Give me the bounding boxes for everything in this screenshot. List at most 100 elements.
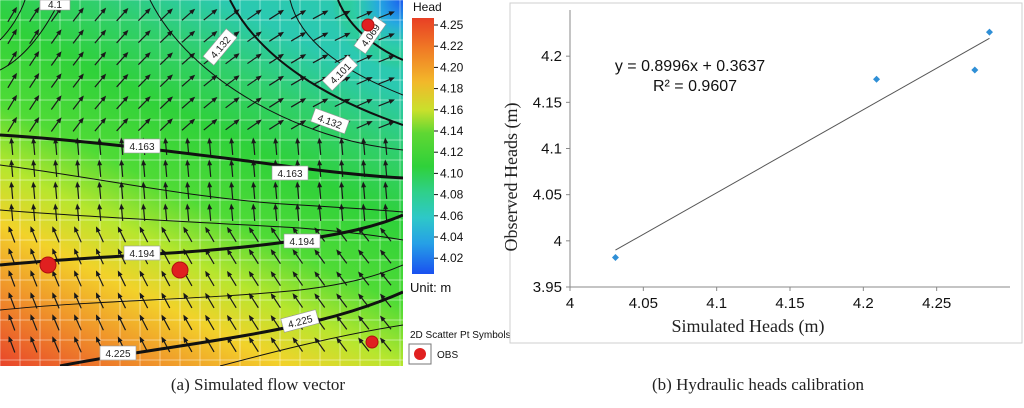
flow-arrow-icon <box>159 52 173 65</box>
legend-tick-label: 4.22 <box>440 39 464 53</box>
flow-arrow-icon <box>52 336 60 353</box>
legend-tick-label: 4.20 <box>440 60 464 74</box>
flow-arrow-icon <box>72 117 84 132</box>
flow-arrow-icon <box>247 75 262 87</box>
flow-arrow-icon <box>95 270 104 287</box>
flow-arrow-icon <box>248 336 259 353</box>
legend-tick-label: 4.06 <box>440 209 464 223</box>
flow-arrow-icon <box>229 181 235 200</box>
data-point <box>985 28 993 36</box>
flow-arrow-icon <box>159 118 173 131</box>
flow-arrow-icon <box>31 181 37 200</box>
flow-arrow-icon <box>203 30 218 43</box>
flow-arrow-icon <box>312 32 329 42</box>
chart-frame <box>509 2 1023 344</box>
flow-arrow-icon <box>292 271 304 286</box>
flow-arrow-icon <box>361 181 367 200</box>
flow-arrow-icon <box>94 95 107 110</box>
x-tick-label: 4.1 <box>706 295 727 312</box>
flow-arrow-icon <box>183 226 193 243</box>
flow-arrow-icon <box>203 8 218 21</box>
flow-arrow-icon <box>29 7 40 23</box>
flow-arrow-icon <box>161 270 171 287</box>
obs-point-2 <box>171 261 189 279</box>
flow-arrow-icon <box>161 226 171 243</box>
obs-point-1 <box>39 256 57 274</box>
flow-arrow-icon <box>8 314 16 331</box>
flow-arrow-icon <box>50 95 62 110</box>
trendline <box>615 37 990 251</box>
flow-arrow-icon <box>117 270 127 287</box>
flow-arrow-icon <box>229 203 235 222</box>
svg-text:4.225: 4.225 <box>105 349 130 360</box>
flow-arrow-icon <box>290 98 307 108</box>
y-tick-label: 4.2 <box>541 48 562 65</box>
flow-arrow-icon <box>75 203 81 222</box>
flow-arrow-icon <box>312 98 329 108</box>
obs-point-3 <box>361 18 375 32</box>
flow-arrow-icon <box>163 159 169 178</box>
legend-title: Head <box>413 0 442 14</box>
flow-arrow-icon <box>378 55 395 63</box>
flow-arrow-icon <box>116 95 129 110</box>
flow-arrow-icon <box>273 203 279 222</box>
flow-arrow-icon <box>161 336 171 353</box>
flow-arrow-icon <box>72 7 84 22</box>
flow-arrow-icon <box>273 181 279 200</box>
flow-arrow-icon <box>379 227 392 242</box>
flow-arrow-icon <box>203 74 218 87</box>
y-tick-label: 4.05 <box>533 187 562 204</box>
flow-arrow-icon <box>50 73 62 88</box>
flow-arrow-icon <box>97 159 103 178</box>
svg-text:4.1: 4.1 <box>48 0 62 11</box>
flow-arrow-icon <box>159 74 173 87</box>
flow-arrow-icon <box>7 50 17 67</box>
flow-arrow-icon <box>29 95 40 111</box>
flow-arrow-icon <box>94 7 107 22</box>
flow-arrow-icon <box>229 159 235 178</box>
flow-arrow-icon <box>383 181 389 200</box>
svg-text:4.194: 4.194 <box>129 249 154 260</box>
legend-ticks: 4.25 4.22 4.20 4.18 4.16 4.14 4.12 4.10 4.08 4.06… <box>434 18 464 265</box>
flow-arrow-icon <box>163 181 169 200</box>
flow-arrow-icon <box>53 159 59 178</box>
flow-arrow-icon <box>74 226 82 243</box>
flow-arrow-icon <box>185 203 191 222</box>
y-tick-label: 4.15 <box>533 94 562 111</box>
flow-arrow-icon <box>312 10 329 20</box>
legend-tick-label: 4.10 <box>440 166 464 180</box>
flow-arrow-icon <box>9 181 15 200</box>
flow-arrow-icon <box>270 293 281 308</box>
flow-arrow-icon <box>52 292 60 309</box>
flow-arrow-icon <box>30 292 38 309</box>
flow-arrow-icon <box>30 314 38 331</box>
flow-arrow-icon <box>270 249 281 264</box>
flow-arrow-icon <box>7 116 17 133</box>
flow-arrow-icon <box>74 292 82 309</box>
flow-arrow-icon <box>8 248 16 265</box>
flow-arrow-icon <box>290 54 307 64</box>
flow-arrow-icon <box>9 159 15 178</box>
legend-tick-label: 4.12 <box>440 145 464 159</box>
flow-arrow-icon <box>137 52 151 66</box>
flow-arrow-icon <box>159 96 173 109</box>
flow-arrow-icon <box>205 270 215 287</box>
flow-arrow-icon <box>31 137 37 156</box>
flow-arrow-icon <box>292 249 304 264</box>
flow-arrow-icon <box>161 314 171 331</box>
flow-arrow-icon <box>248 248 259 265</box>
flow-arrow-icon <box>270 271 281 286</box>
flow-arrow-icon <box>379 293 392 308</box>
flow-arrow-icon <box>181 118 196 131</box>
flow-arrow-icon <box>248 226 259 243</box>
flow-arrow-icon <box>159 8 173 21</box>
flow-arrow-icon <box>336 315 348 330</box>
flow-arrow-icon <box>203 96 218 109</box>
flow-arrow-icon <box>72 29 84 44</box>
flow-arrow-icon <box>336 249 348 264</box>
x-tick-label: 4.05 <box>629 295 658 312</box>
flow-arrow-icon <box>72 95 84 110</box>
flow-arrow-icon <box>268 53 285 64</box>
flow-arrow-icon <box>339 137 345 156</box>
flow-arrow-icon <box>50 51 62 66</box>
